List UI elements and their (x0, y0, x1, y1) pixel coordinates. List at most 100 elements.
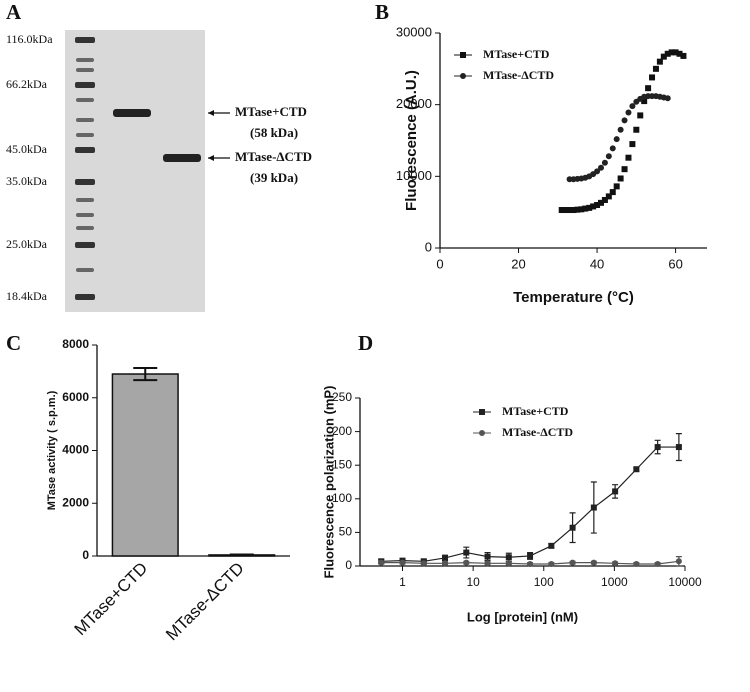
point (612, 488, 619, 495)
marker-band (76, 118, 94, 122)
point (605, 193, 612, 200)
point (527, 560, 534, 567)
point (594, 168, 601, 175)
point (612, 560, 619, 567)
point (676, 50, 683, 57)
y-tick-label: 200 (332, 424, 352, 438)
y-tick-label: 0 (82, 548, 89, 562)
point (641, 98, 648, 105)
point (505, 560, 512, 567)
marker-label: 35.0kDa (6, 174, 48, 188)
point (664, 50, 671, 57)
point (399, 559, 406, 566)
y-axis-title: Fluorescence polarization (mP) (321, 386, 336, 579)
point (484, 560, 491, 567)
point (609, 145, 616, 152)
marker-band (76, 226, 94, 230)
point (605, 153, 612, 160)
legend-label: MTase-ΔCTD (502, 425, 573, 439)
x-tick-label: 60 (668, 256, 682, 271)
point (675, 444, 682, 451)
marker-label: 116.0kDa (6, 32, 53, 46)
point (613, 136, 620, 143)
x-tick-label: 10000 (668, 575, 702, 589)
point (590, 504, 597, 511)
arrow-head (208, 155, 214, 161)
point (527, 552, 534, 559)
point (617, 126, 624, 133)
point (570, 207, 577, 214)
band-name: MTase+CTD (235, 104, 307, 119)
point (637, 112, 644, 119)
marker-band (76, 68, 94, 72)
x-tick-label: 20 (511, 256, 525, 271)
panel-label: D (358, 331, 373, 355)
legend-label: MTase-ΔCTD (483, 68, 554, 82)
point (569, 524, 576, 531)
y-tick-label: 150 (332, 457, 352, 471)
point (680, 52, 687, 59)
y-tick-label: 0 (425, 239, 432, 254)
point (574, 206, 581, 213)
point (656, 58, 663, 65)
point (442, 554, 449, 561)
y-axis-title: MTase activity ( s.p.m.) (46, 390, 58, 510)
point (578, 206, 585, 213)
point (654, 444, 661, 451)
y-tick-label: 100 (332, 491, 352, 505)
point (625, 154, 632, 161)
panel-label: A (6, 0, 22, 24)
point (664, 95, 671, 102)
point (505, 554, 512, 561)
point (675, 558, 682, 565)
point (617, 175, 624, 182)
y-tick-label: 4000 (62, 443, 89, 457)
marker-band (76, 198, 94, 202)
point (645, 85, 652, 92)
point (654, 560, 661, 567)
x-tick-label: 40 (590, 256, 604, 271)
legend-label: MTase+CTD (483, 47, 550, 61)
point (597, 199, 604, 206)
point (601, 159, 608, 166)
point (625, 109, 632, 116)
x-tick-label: 100 (534, 575, 554, 589)
band-name: MTase-ΔCTD (235, 149, 312, 164)
marker-band (76, 98, 94, 102)
point (601, 196, 608, 203)
panel-label: B (375, 0, 389, 24)
marker-band (75, 294, 95, 300)
point (460, 52, 466, 58)
x-tick-label: 1000 (601, 575, 628, 589)
point (569, 559, 576, 566)
point (590, 203, 597, 210)
error-bar (133, 366, 158, 382)
point (629, 141, 636, 148)
y-tick-label: 6000 (62, 390, 89, 404)
y-tick-label: 250 (332, 390, 352, 404)
panel-label: C (6, 331, 21, 355)
gel (65, 30, 205, 312)
x-tick-label: 1 (399, 575, 406, 589)
point (548, 542, 555, 549)
point (660, 53, 667, 60)
y-tick-label: 30000 (396, 24, 432, 39)
x-tick-label: 0 (436, 256, 443, 271)
point (484, 553, 491, 560)
y-axis-title: Fluorescence (A.U.) (403, 70, 420, 211)
point (633, 466, 640, 473)
point (548, 560, 555, 567)
y-tick-label: 2000 (62, 495, 89, 509)
marker-band (76, 133, 94, 137)
point (582, 205, 589, 212)
band-size: (58 kDa) (250, 125, 298, 140)
point (594, 202, 601, 208)
point (590, 559, 597, 566)
x-tick-label: MTase-ΔCTD (162, 559, 248, 645)
point (672, 49, 679, 56)
error-bar (229, 553, 254, 557)
band-size: (39 kDa) (250, 170, 298, 185)
x-tick-label: 10 (466, 575, 480, 589)
x-axis-title: Log [protein] (nM) (467, 609, 578, 624)
